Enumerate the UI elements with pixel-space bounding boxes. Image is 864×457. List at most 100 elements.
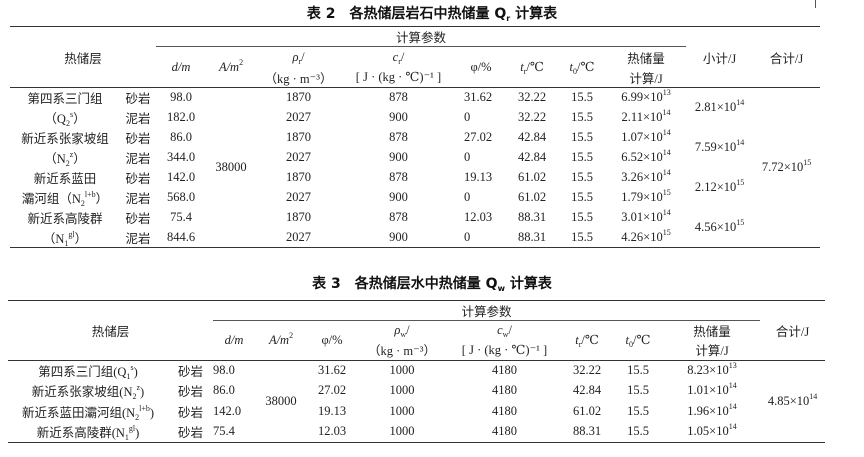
- cell-tr-text: 42.84: [572, 383, 602, 398]
- table2-rock-heat: 热储层 计算参数 小计/J 合计/J d/m A/m2 ρr/ cr/ φ/% …: [10, 26, 821, 248]
- cell-heat: 1.01×1014: [687, 381, 737, 398]
- cell-rho-text: 2027: [286, 229, 312, 244]
- cell-rho: 1870: [256, 168, 341, 188]
- layer-name-text: 新近系蓝田: [33, 172, 97, 186]
- cell-d-text: 844.6: [166, 229, 196, 244]
- cell-d: 98.0: [156, 88, 206, 108]
- cell-c: 4180: [447, 401, 562, 422]
- header-rho-unit: （kg · m⁻³）: [256, 67, 342, 88]
- cell-phi: 31.62: [307, 360, 357, 381]
- header-heat-unit: 计算/J: [606, 67, 687, 88]
- cell-heat: 3.26×1014: [621, 168, 671, 185]
- cell-tr-text: 61.02: [517, 190, 547, 204]
- cell-tr: 42.84: [506, 148, 558, 168]
- rock-type: 砂岩: [120, 168, 156, 188]
- cell-c-text: 900: [389, 110, 408, 124]
- cell-d-text: 98.0: [170, 90, 192, 105]
- cell-phi: 27.02: [307, 381, 357, 402]
- cell-t0-text: 15.5: [627, 424, 649, 438]
- cell-rho: 1000: [357, 422, 447, 443]
- cell-subtotal: 4.56×1015: [694, 217, 745, 234]
- cell-d-text: 86.0: [170, 130, 192, 144]
- layer-name: 新近系高陵群(N1gl): [36, 424, 140, 442]
- header-c: cw/: [497, 323, 512, 339]
- rock-type: 砂岩: [168, 401, 213, 422]
- rock-type: 泥岩: [120, 228, 156, 248]
- header-c-unit: [ J · (kg · ℃)⁻¹ ]: [341, 67, 457, 88]
- layer-name: 新近系张家坡组(N2z): [31, 383, 145, 402]
- table-row: 新近系蓝田 砂岩 142.0 1870 878 19.13 61.02 15.5 3.26×10…: [10, 168, 820, 195]
- cell-heat: 2.11×1014: [621, 108, 671, 125]
- cell-tr: 42.84: [562, 381, 612, 402]
- cell-rho: 1870: [256, 88, 341, 108]
- header-area: A/m2: [206, 46, 257, 88]
- cell-tr: 61.02: [506, 188, 558, 208]
- cell-phi-text: 12.03: [464, 210, 493, 224]
- table3-title: 表 3 各热储层水中热储量 Qw 计算表: [312, 276, 552, 293]
- header-params: 计算参数: [213, 300, 761, 321]
- cell-heat: 3.01×1014: [621, 208, 671, 225]
- cell-tr-text: 32.22: [572, 363, 602, 377]
- cell-tr-text: 88.31: [572, 424, 602, 438]
- table-row: 灞河组（N2l+b） 泥岩 568.0 2027 900 0 61.02 15.5 1.79×1…: [10, 188, 820, 208]
- cell-t0: 15.5: [612, 401, 664, 422]
- header-heat: 热储量: [693, 325, 731, 339]
- rock-type: 泥岩: [120, 108, 156, 128]
- layer-name-text: 新近系张家坡组: [21, 132, 109, 146]
- cell-t0: 15.5: [612, 422, 664, 443]
- header-total: 合计/J: [760, 300, 826, 361]
- cell-tr-text: 61.02: [517, 170, 547, 184]
- rock-type-text: 泥岩: [125, 231, 151, 246]
- cell-phi-text: 31.62: [464, 90, 493, 105]
- cell-c: 878: [341, 128, 456, 148]
- cell-c: 878: [341, 88, 456, 108]
- header-d: d/m: [156, 46, 207, 88]
- cell-d-text: 344.0: [166, 150, 196, 164]
- cell-d-text: 142.0: [166, 170, 196, 184]
- header-layer: 热储层: [8, 300, 214, 361]
- cell-d: 86.0: [213, 381, 255, 402]
- header-total: 合计/J: [753, 26, 821, 88]
- layer-name-code: （Q2s）: [44, 110, 86, 128]
- cell-heat: 1.07×1014: [621, 128, 671, 145]
- header-d: d/m: [213, 320, 256, 361]
- cell-t0: 15.5: [558, 208, 606, 228]
- cell-rho: 1000: [357, 401, 447, 422]
- cell-t0-text: 15.5: [627, 383, 649, 398]
- rock-type-text: 泥岩: [125, 152, 151, 166]
- table-row: 新近系高陵群 砂岩 75.4 1870 878 12.03 88.31 15.5 3.01×10…: [10, 208, 820, 234]
- cell-phi-text: 0: [464, 190, 471, 204]
- cell-phi-text: 27.02: [317, 383, 347, 398]
- cell-d: 844.6: [156, 228, 206, 248]
- table-row: 新近系蓝田灞河组(N2l+b) 砂岩 142.0 19.13 1000 4180 61.02…: [8, 401, 825, 422]
- table3-water-heat: 热储层 计算参数 合计/J d/m A/m2 φ/% ρw/ cw/ tr/℃ …: [8, 300, 826, 443]
- cell-rho-text: 2027: [286, 150, 312, 164]
- cell-heat: 6.52×1014: [621, 148, 671, 165]
- cell-phi-text: 0: [464, 229, 471, 244]
- cell-phi-text: 19.13: [317, 403, 347, 418]
- cell-area: 38000: [206, 88, 256, 248]
- cell-rho-text: 1000: [389, 403, 415, 418]
- cell-t0: 15.5: [558, 88, 606, 108]
- cell-t0: 15.5: [558, 148, 606, 168]
- rock-type: 砂岩: [120, 88, 156, 108]
- layer-name-code: （N2z）: [44, 150, 86, 168]
- cell-c-text: 878: [389, 130, 408, 144]
- cell-rho: 1000: [357, 360, 447, 381]
- cell-c: 4180: [447, 422, 562, 443]
- cell-phi: 12.03: [307, 422, 357, 443]
- cell-d: 142.0: [156, 168, 206, 188]
- cell-d: 75.4: [213, 422, 255, 443]
- header-heat: 热储量: [627, 51, 665, 66]
- cell-phi: 31.62: [456, 88, 506, 108]
- cell-tr-text: 42.84: [517, 130, 547, 144]
- header-heat-unit: 计算/J: [664, 340, 761, 361]
- rock-type-text: 砂岩: [178, 365, 204, 379]
- cell-d: 142.0: [213, 401, 255, 422]
- header-rho: ρr/: [292, 49, 305, 66]
- header-area: A/m2: [255, 320, 308, 361]
- rock-type-text: 砂岩: [125, 92, 151, 107]
- cell-tr-text: 32.22: [517, 90, 547, 105]
- cell-tr-text: 42.84: [517, 150, 547, 164]
- header-c: cr/: [392, 49, 405, 66]
